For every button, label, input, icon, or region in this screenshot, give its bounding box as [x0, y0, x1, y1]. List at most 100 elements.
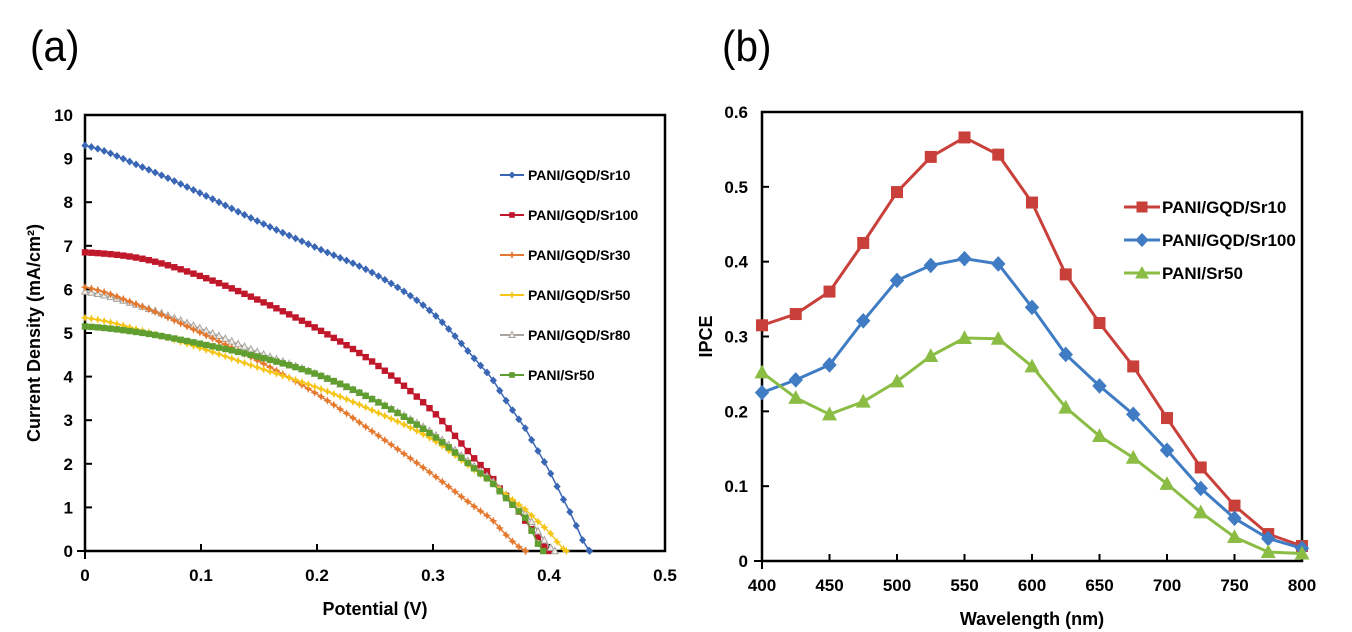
data-point-marker	[266, 356, 274, 364]
data-point-marker	[546, 529, 555, 538]
legend-swatch-marker	[508, 291, 516, 299]
data-point-marker	[426, 404, 433, 412]
legend-swatch-marker	[508, 330, 516, 339]
data-point-marker	[413, 393, 420, 400]
legend-swatch-marker	[1135, 232, 1149, 248]
data-point-marker	[754, 364, 770, 379]
data-point-marker	[234, 207, 242, 216]
data-point-marker	[546, 543, 555, 551]
data-point-marker	[509, 501, 516, 509]
data-point-marker	[550, 546, 559, 555]
data-point-marker	[355, 400, 364, 409]
data-point-marker	[164, 174, 172, 183]
data-point-marker	[1260, 544, 1276, 559]
data-point-marker	[247, 214, 255, 222]
data-point-marker	[439, 417, 446, 425]
data-point-marker	[1024, 358, 1040, 373]
data-point-marker	[432, 411, 440, 418]
data-point-marker	[470, 354, 478, 363]
data-point-marker	[399, 420, 409, 429]
legend-label: PANI/Sr50	[528, 367, 595, 383]
data-point-marker	[285, 362, 293, 369]
data-point-marker	[330, 251, 338, 260]
data-point-marker	[545, 547, 553, 555]
data-point-marker	[1261, 530, 1276, 547]
data-point-marker	[528, 436, 536, 444]
data-point-marker	[209, 195, 217, 203]
data-point-marker	[368, 395, 376, 403]
data-point-marker	[349, 345, 357, 353]
chart-a-x-axis-title: Potential (V)	[322, 599, 427, 619]
data-point-marker	[324, 375, 331, 382]
data-point-marker	[329, 389, 339, 399]
data-point-marker	[464, 447, 471, 455]
data-point-marker	[254, 353, 261, 360]
data-point-marker	[407, 387, 414, 395]
data-point-marker	[87, 143, 95, 151]
chart-a-ytick-label: 2	[64, 455, 73, 474]
chart-a-ytick-label: 6	[64, 280, 73, 299]
data-point-marker	[202, 345, 211, 355]
data-point-marker	[183, 183, 191, 191]
data-point-marker	[266, 302, 274, 309]
data-point-marker	[337, 380, 344, 388]
data-point-marker	[107, 250, 114, 258]
data-point-marker	[285, 231, 293, 240]
data-point-marker	[540, 535, 549, 544]
data-point-marker	[356, 389, 363, 396]
data-point-marker	[151, 331, 159, 339]
data-point-marker	[310, 382, 319, 391]
data-point-marker	[150, 307, 160, 317]
data-point-marker	[246, 360, 256, 370]
data-point-marker	[132, 254, 140, 261]
data-point-marker	[514, 542, 524, 551]
data-point-marker	[170, 316, 179, 325]
data-point-marker	[176, 319, 185, 328]
data-point-marker	[483, 475, 491, 482]
data-point-marker	[195, 343, 205, 353]
data-point-marker	[240, 342, 249, 350]
data-point-marker	[482, 511, 492, 520]
data-point-marker	[1092, 428, 1107, 443]
data-point-marker	[272, 369, 281, 378]
data-point-marker	[311, 370, 318, 377]
data-point-marker	[457, 492, 466, 501]
legend-item: PANI/GQD/Sr10	[1124, 198, 1286, 217]
data-point-marker	[209, 343, 216, 350]
data-point-marker	[241, 350, 248, 357]
data-point-marker	[132, 160, 140, 169]
data-point-marker	[273, 305, 280, 312]
data-point-marker	[439, 439, 446, 446]
data-point-marker	[469, 502, 479, 511]
legend-item: PANI/Sr50	[500, 367, 595, 383]
data-point-marker	[195, 328, 205, 337]
chart-b-xtick-label: 500	[883, 576, 911, 595]
legend-item: PANI/GQD/Sr30	[500, 247, 631, 263]
data-point-marker	[756, 319, 768, 332]
data-point-marker	[426, 429, 433, 437]
chart-b-xtick-label: 750	[1220, 576, 1248, 595]
data-point-marker	[145, 330, 152, 338]
data-point-marker	[522, 514, 529, 521]
data-point-marker	[228, 347, 235, 354]
data-point-marker	[158, 260, 165, 267]
data-point-marker	[990, 330, 1006, 345]
data-point-marker	[208, 347, 217, 357]
data-point-marker	[215, 198, 223, 207]
data-point-marker	[202, 331, 211, 340]
data-point-marker	[99, 287, 109, 297]
data-point-marker	[1227, 510, 1242, 527]
data-point-marker	[138, 302, 147, 311]
data-point-marker	[177, 180, 185, 188]
data-point-marker	[145, 256, 152, 264]
data-point-marker	[855, 393, 871, 408]
chart-b-legend: PANI/GQD/Sr10 PANI/GQD/Sr100 PANI/Sr50	[1124, 198, 1296, 283]
chart-b-ytick-label: 0.2	[724, 402, 748, 421]
data-point-marker	[93, 315, 102, 324]
legend-swatch-marker	[509, 212, 515, 218]
data-point-marker	[81, 141, 89, 150]
chart-a-xtick-label: 0.5	[653, 566, 677, 585]
data-point-marker	[253, 356, 262, 365]
data-point-marker	[349, 259, 357, 268]
